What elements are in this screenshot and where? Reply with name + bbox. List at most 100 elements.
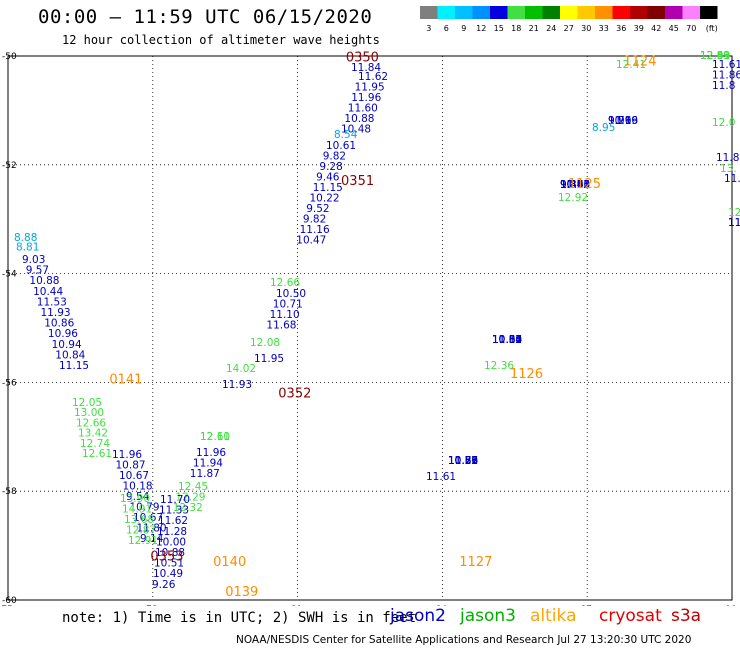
wave-height-value: 10.53 — [492, 334, 522, 346]
colorbar-swatch — [420, 6, 438, 19]
colorbar-swatch — [700, 6, 718, 19]
wave-height-value: 11.28 — [157, 526, 187, 538]
pass-time-label: 1126 — [510, 367, 543, 382]
wave-height-value: 11.80 — [137, 523, 167, 535]
wave-height-value: 10.94 — [52, 339, 82, 351]
wave-height-value: 9.91 — [608, 115, 631, 127]
page-title: 00:00 – 11:59 UTC 06/15/2020 — [38, 6, 373, 28]
wave-height-value: 10.96 — [48, 328, 78, 340]
colorbar-label: 33 — [599, 24, 609, 33]
wave-height-value: 11.94 — [193, 458, 223, 470]
wave-height-value: 10.72 — [448, 455, 478, 467]
wave-height-value: 10.51 — [154, 558, 184, 570]
wave-height-value: 11.66 — [560, 179, 590, 191]
lat-tick-label: -58 — [2, 487, 17, 497]
wave-height-value: 10.41 — [560, 179, 590, 191]
legend-cryosat: cryosat — [599, 606, 662, 626]
wave-height-value: 11.95 — [355, 82, 385, 94]
colorbar-swatch — [595, 6, 613, 19]
colorbar-label: 9 — [461, 24, 466, 33]
wave-height-value: 10.86 — [44, 318, 74, 330]
wave-height-value: 9.28 — [319, 161, 342, 173]
wave-height-value: 13. — [720, 163, 737, 175]
wave-height-value: 12.41 — [616, 59, 646, 71]
wave-height-map: 757881848790-50-52-54-56-58-6011.6211.95… — [1, 50, 740, 606]
wave-height-value: 9.79 — [608, 115, 631, 127]
wave-height-value: 12.45 — [178, 481, 208, 493]
wave-height-value: 9.82 — [303, 214, 326, 226]
wave-height-value: 9.39 — [560, 179, 583, 191]
wave-height-value: 11.93 — [41, 307, 71, 319]
wave-height-value: 9.89 — [560, 179, 583, 191]
wave-height-value: 11.87 — [190, 468, 220, 480]
colorbar-swatch — [560, 6, 578, 19]
colorbar-label: 15 — [494, 24, 504, 33]
colorbar-swatch — [490, 6, 508, 19]
wave-height-value: 10.79 — [130, 502, 160, 514]
pass-time-label: 0141 — [109, 373, 142, 388]
footer-note: note: 1) Time is in UTC; 2) SWH is in fe… — [62, 610, 417, 626]
legend-jason3: jason3 — [460, 606, 516, 626]
lon-tick-label: 84 — [436, 605, 448, 606]
wave-height-value: 11.61 — [712, 59, 740, 71]
wave-height-value: 10.63 — [560, 179, 590, 191]
wave-height-value: 12.29 — [175, 492, 205, 504]
wave-height-value: 11.16 — [300, 224, 330, 236]
wave-height-value: 9.57 — [26, 265, 49, 277]
wave-height-value: 8.95 — [592, 122, 615, 134]
wave-height-value: 8.81 — [16, 242, 39, 254]
page-subtitle: 12 hour collection of altimeter wave hei… — [62, 33, 380, 47]
wave-height-value: 12.66 — [270, 277, 300, 289]
wave-height-value: 11.96 — [112, 449, 142, 461]
wave-height-value: 12.59 — [700, 50, 730, 62]
colorbar-label: 6 — [444, 24, 449, 33]
wave-height-value: 10.88 — [155, 547, 185, 559]
wave-height-value: 12.08 — [250, 337, 280, 349]
colorbar-swatch — [525, 6, 543, 19]
pass-time-label: 1125 — [568, 177, 601, 192]
wave-height-value: 9.03 — [22, 254, 45, 266]
wave-height-value: 12.61 — [82, 448, 112, 460]
wave-height-value: 11.62 — [358, 71, 388, 83]
wave-height-value: 12.49 — [700, 50, 730, 62]
lat-tick-label: -50 — [2, 52, 17, 62]
wave-height-value: 11.95 — [254, 353, 284, 365]
wave-height-value: 10.81 — [448, 455, 478, 467]
wave-height-value: 10.66 — [448, 455, 478, 467]
colorbar-label: 45 — [669, 24, 679, 33]
lon-tick-label: 90 — [725, 605, 737, 606]
wave-height-value: 10.67 — [133, 512, 163, 524]
wave-height-value: 12.11 — [200, 431, 230, 443]
wave-height-value: 11.15 — [313, 182, 343, 194]
wave-height-value: 8.54 — [334, 129, 358, 141]
legend-s3a: s3a — [671, 606, 702, 626]
wave-height-value: 11.35 — [448, 455, 478, 467]
wave-height-value: 14.91 — [122, 504, 152, 516]
colorbar-label: 18 — [511, 24, 521, 33]
wave-height-value: 12.36 — [484, 360, 514, 372]
wave-height-value: 11.8 — [712, 80, 735, 92]
pass-time-label: 0352 — [278, 386, 311, 401]
wave-height-value: 11.86 — [712, 70, 740, 82]
colorbar-label: 36 — [616, 24, 626, 33]
wave-height-value: 11.96 — [351, 92, 381, 104]
wave-height-value: 10.87 — [116, 460, 146, 472]
colorbar-swatch — [630, 6, 648, 19]
wave-height-value: 10.49 — [153, 568, 183, 580]
wave-height-value: 11.68 — [266, 320, 296, 332]
wave-height-value: 12. — [728, 207, 740, 219]
wave-height-value: 12.05 — [72, 397, 102, 409]
wave-height-value: 9.82 — [323, 151, 346, 163]
wave-height-value: 10.47 — [296, 235, 326, 247]
wave-height-value: 11.27 — [448, 455, 478, 467]
colorbar-label: (ft) — [706, 24, 718, 33]
wave-height-value: 12.92 — [558, 192, 588, 204]
wave-height-value: 10.88 — [344, 113, 374, 125]
wave-height-value: 10.88 — [29, 275, 59, 287]
colorbar-swatch — [455, 6, 473, 19]
wave-height-value: 11.41 — [560, 179, 590, 191]
wave-height-value: 11.8 — [716, 152, 739, 164]
wave-height-value: 10.55 — [560, 179, 590, 191]
lat-tick-label: -52 — [2, 161, 17, 171]
map-frame — [7, 55, 733, 601]
